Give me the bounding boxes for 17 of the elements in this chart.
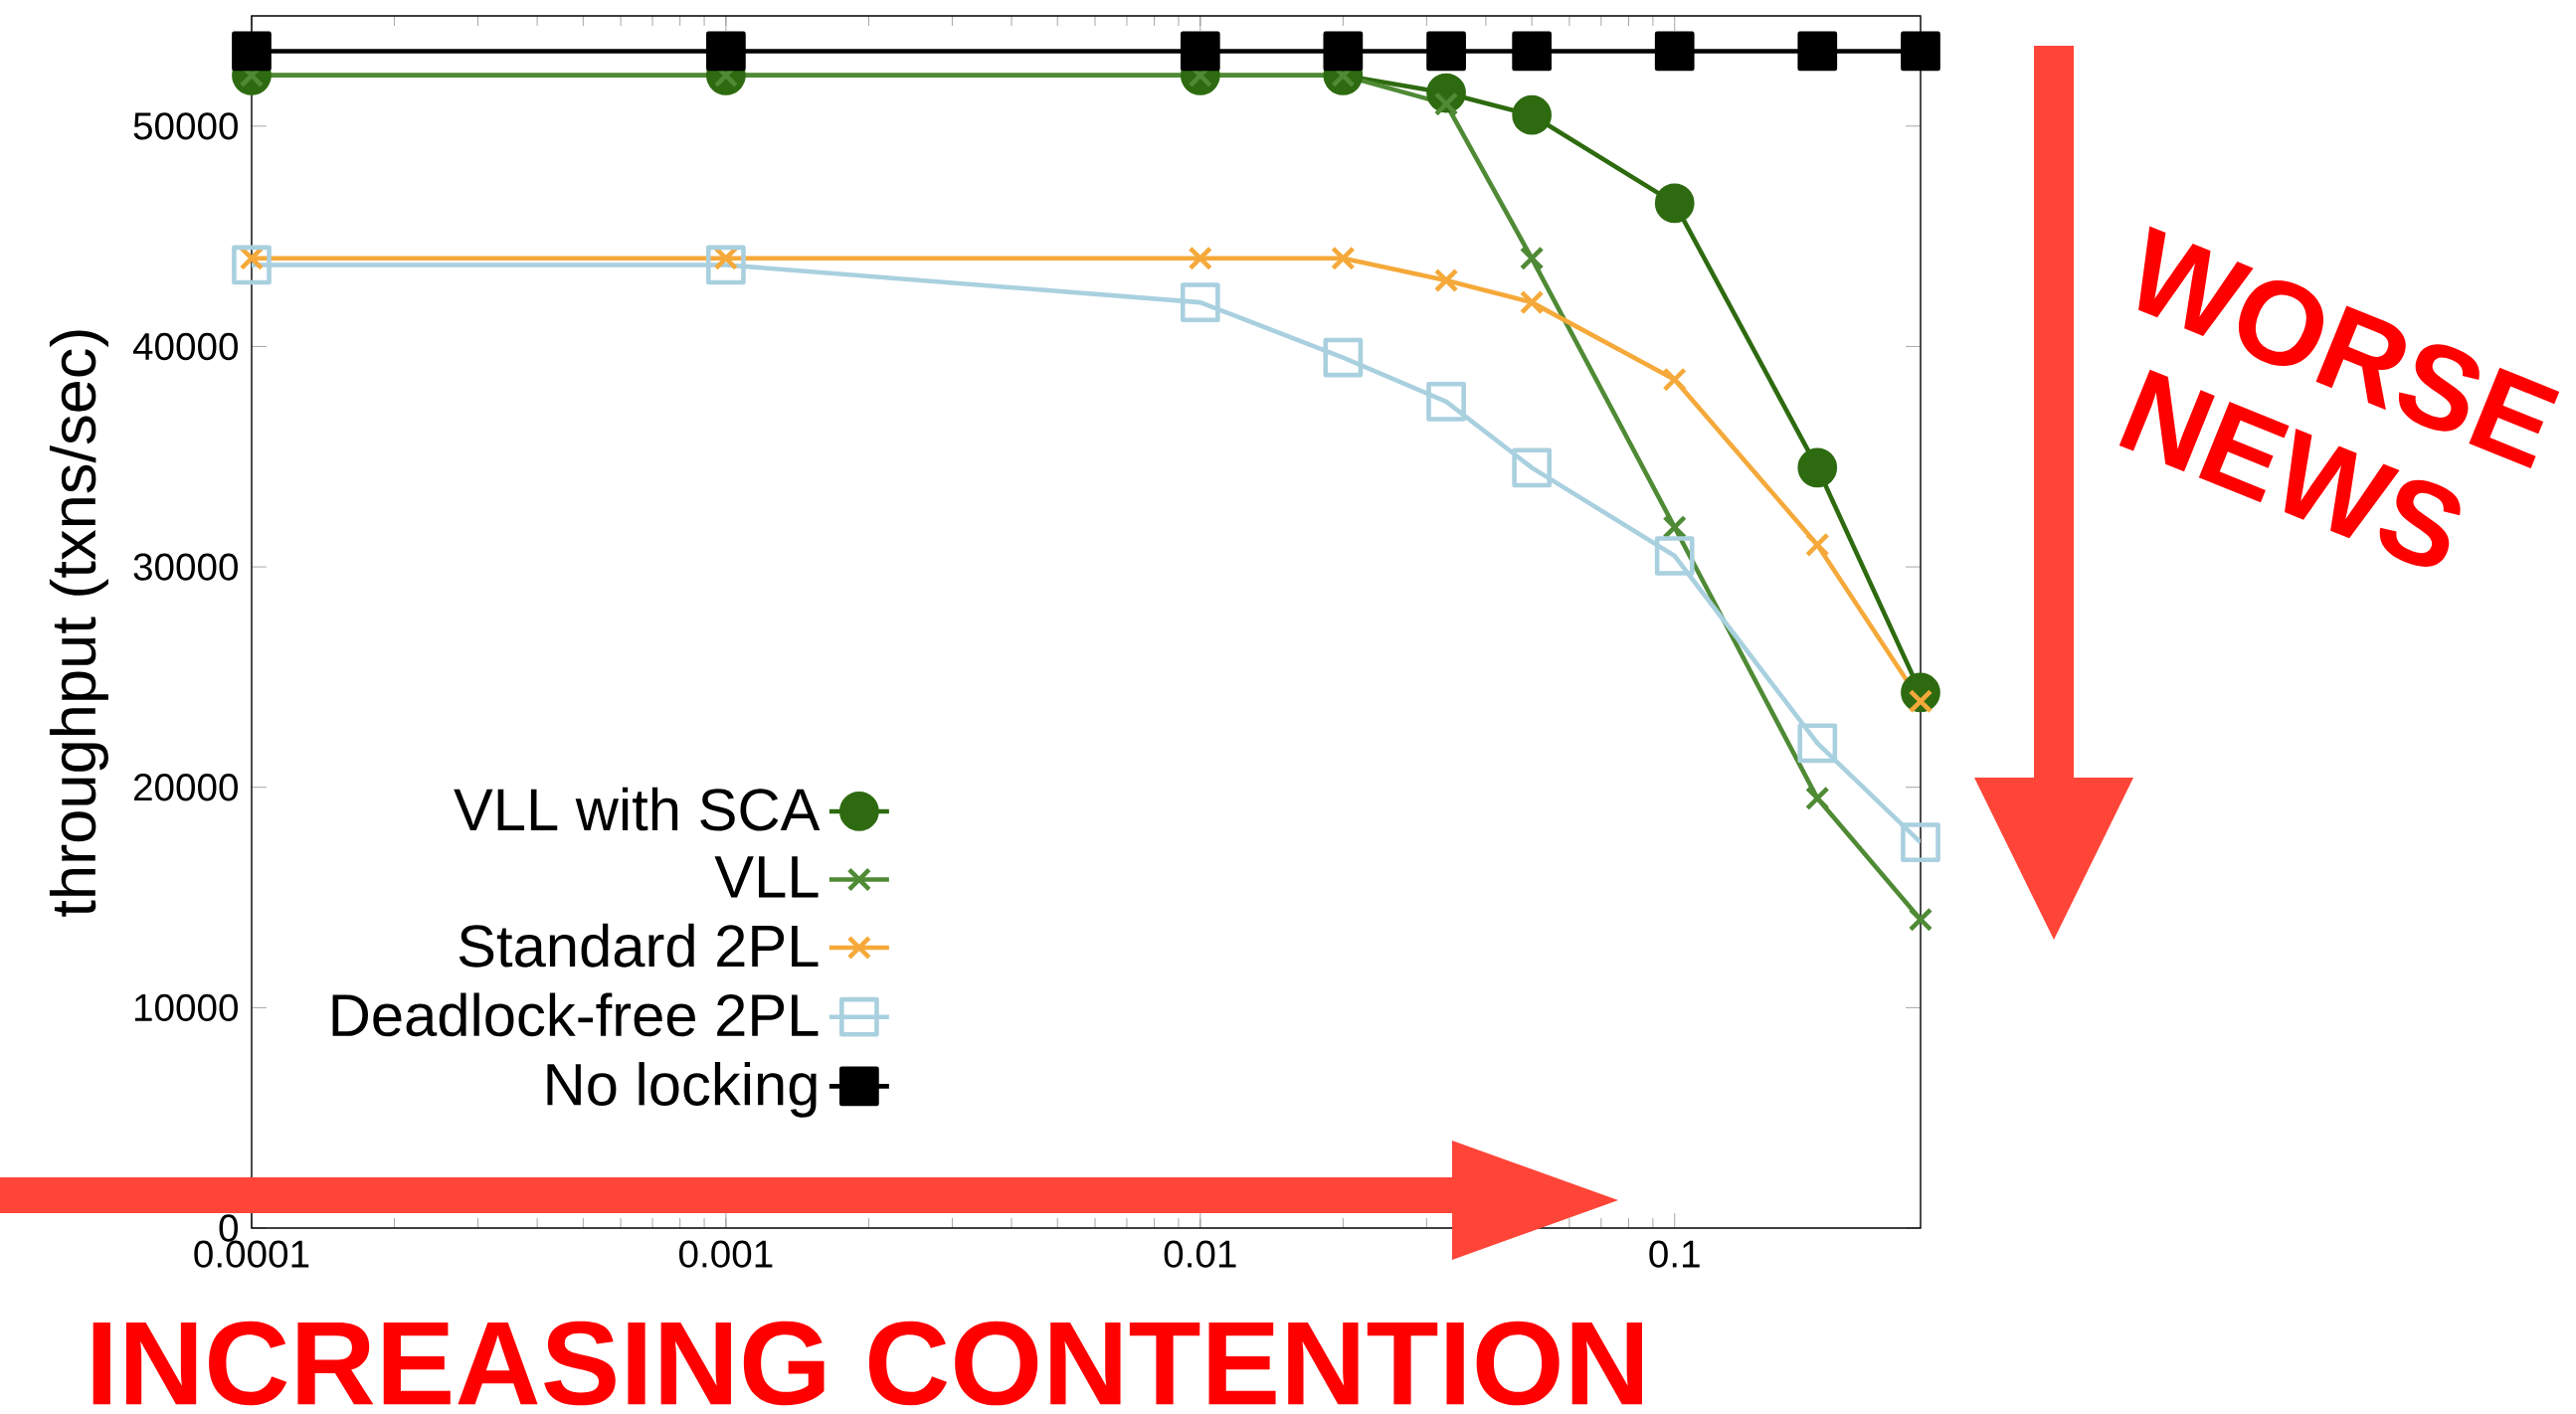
- y-tick-label: 0: [219, 1214, 239, 1242]
- legend-label: Deadlock-free 2PL: [332, 992, 819, 1037]
- legend-label: Standard 2PL: [459, 923, 819, 968]
- y-tick-label: 50000: [133, 112, 238, 140]
- x-tick-label: 0.1: [1649, 1240, 1700, 1268]
- text: INCREASING CONTENTION: [92, 1321, 1642, 1406]
- y-tick-label: 10000: [134, 993, 238, 1022]
- y-tick-label: 40000: [132, 332, 238, 361]
- y-axis-title: throughput (txns/sec): [49, 330, 108, 917]
- y-tick-label: 30000: [133, 553, 238, 581]
- legend-label: VLL: [714, 856, 819, 898]
- x-tick-label: 0.0001: [194, 1240, 309, 1268]
- legend-label: VLL with SCA: [454, 787, 821, 831]
- legend-label: No locking: [547, 1062, 817, 1118]
- y-tick-label: 20000: [133, 774, 238, 801]
- x-tick-label: 0.001: [679, 1240, 773, 1268]
- x-tick-label: 0.01: [1164, 1240, 1236, 1268]
